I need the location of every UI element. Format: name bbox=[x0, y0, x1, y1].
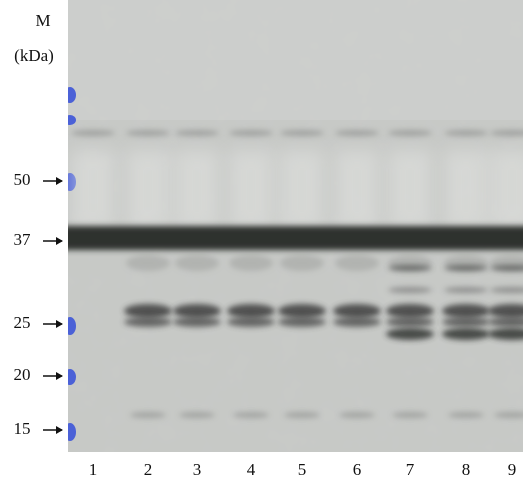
protein-band bbox=[494, 412, 523, 418]
protein-band bbox=[335, 255, 379, 271]
protein-band bbox=[442, 304, 490, 318]
protein-band bbox=[490, 265, 523, 271]
protein-band bbox=[444, 130, 488, 136]
lane-smear bbox=[280, 150, 324, 230]
protein-band bbox=[71, 130, 115, 136]
gel-image bbox=[68, 0, 523, 452]
arrow-head bbox=[56, 372, 63, 380]
protein-band bbox=[388, 265, 432, 271]
arrow-head bbox=[56, 426, 63, 434]
protein-band bbox=[227, 317, 275, 327]
protein-band bbox=[126, 255, 170, 271]
protein-band bbox=[284, 412, 320, 418]
protein-band bbox=[126, 130, 170, 136]
lane-label: 5 bbox=[298, 460, 307, 479]
lane-label: 2 bbox=[144, 460, 153, 479]
arrow-head bbox=[56, 237, 63, 245]
protein-band bbox=[448, 412, 484, 418]
marker-header: M (kDa) bbox=[14, 11, 54, 65]
protein-band bbox=[333, 304, 381, 318]
marker-labels: 50 37 25 20 15 bbox=[14, 170, 32, 438]
protein-band bbox=[339, 412, 375, 418]
protein-band bbox=[333, 317, 381, 327]
lane-smear bbox=[490, 150, 523, 230]
lane-smear bbox=[444, 150, 488, 230]
protein-band bbox=[386, 328, 434, 340]
lane-smear bbox=[126, 150, 170, 230]
marker-band bbox=[68, 87, 76, 103]
protein-band bbox=[444, 265, 488, 271]
protein-band bbox=[388, 130, 432, 136]
lane-smear bbox=[388, 150, 432, 230]
protein-band bbox=[130, 412, 166, 418]
protein-band bbox=[280, 255, 324, 271]
protein-band bbox=[488, 304, 523, 318]
protein-band bbox=[442, 317, 490, 327]
marker-label: 50 bbox=[14, 170, 31, 189]
lane-label: 7 bbox=[406, 460, 415, 479]
protein-band bbox=[488, 328, 523, 340]
arrow-head bbox=[56, 177, 63, 185]
lane-label: 9 bbox=[508, 460, 517, 479]
protein-band bbox=[124, 304, 172, 318]
lane-smear bbox=[71, 150, 115, 230]
protein-band bbox=[175, 255, 219, 271]
protein-band bbox=[227, 304, 275, 318]
lane-label: 4 bbox=[247, 460, 256, 479]
protein-band bbox=[442, 328, 490, 340]
protein-band bbox=[124, 317, 172, 327]
protein-band bbox=[280, 130, 324, 136]
protein-band bbox=[278, 317, 326, 327]
marker-label: 37 bbox=[14, 230, 32, 249]
marker-label: 25 bbox=[14, 313, 31, 332]
protein-band bbox=[173, 304, 221, 318]
arrow-head bbox=[56, 320, 63, 328]
lane-smear bbox=[175, 150, 219, 230]
protein-band bbox=[335, 130, 379, 136]
protein-band bbox=[179, 412, 215, 418]
marker-unit: (kDa) bbox=[14, 46, 54, 65]
protein-band bbox=[386, 304, 434, 318]
marker-title: M bbox=[35, 11, 50, 30]
protein-band bbox=[175, 130, 219, 136]
protein-band bbox=[68, 226, 523, 250]
protein-band bbox=[490, 287, 523, 293]
lane-label: 1 bbox=[89, 460, 98, 479]
protein-band bbox=[444, 287, 488, 293]
protein-band bbox=[173, 317, 221, 327]
marker-label: 15 bbox=[14, 419, 31, 438]
marker-band bbox=[68, 423, 76, 441]
protein-band bbox=[488, 317, 523, 327]
marker-band bbox=[68, 317, 76, 335]
protein-band bbox=[392, 412, 428, 418]
protein-band bbox=[229, 130, 273, 136]
protein-band bbox=[490, 130, 523, 136]
protein-band bbox=[388, 287, 432, 293]
lane-labels: 1 2 3 4 5 6 7 8 9 bbox=[89, 460, 517, 479]
protein-band bbox=[229, 255, 273, 271]
lane-label: 3 bbox=[193, 460, 202, 479]
lane-label: 6 bbox=[353, 460, 362, 479]
protein-band bbox=[278, 304, 326, 318]
protein-band bbox=[233, 412, 269, 418]
lane-label: 8 bbox=[462, 460, 471, 479]
protein-band bbox=[386, 317, 434, 327]
marker-band bbox=[68, 369, 76, 385]
lane-smear bbox=[229, 150, 273, 230]
marker-band bbox=[68, 115, 76, 125]
marker-label: 20 bbox=[14, 365, 31, 384]
lane-smear bbox=[335, 150, 379, 230]
